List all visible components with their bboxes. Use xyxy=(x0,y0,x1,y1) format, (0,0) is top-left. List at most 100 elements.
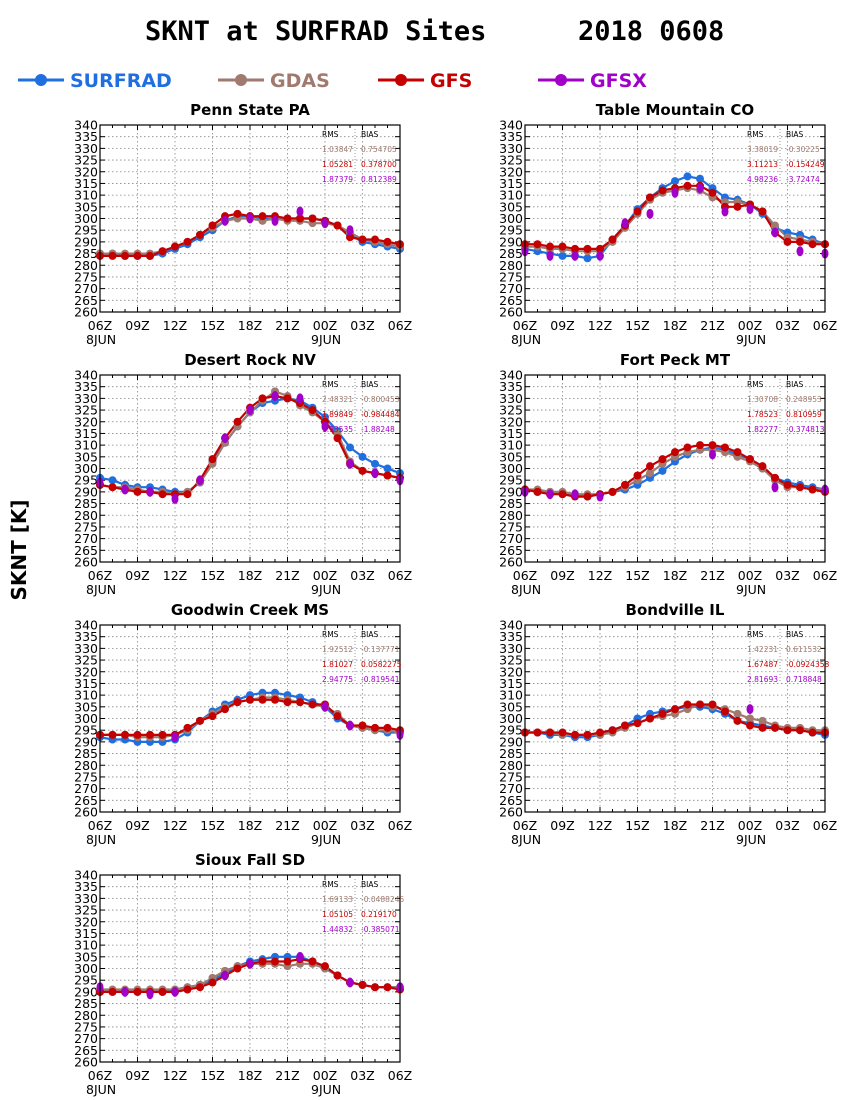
x-tick-label: 18Z xyxy=(238,568,262,583)
data-point-gfs xyxy=(333,221,342,230)
y-tick-label: 290 xyxy=(499,734,523,749)
panel-bondville-il: Bondville IL2602652702752802852902953003… xyxy=(499,601,837,847)
y-tick-label: 285 xyxy=(74,246,98,261)
data-point-gfs xyxy=(171,242,179,251)
data-point-gfs xyxy=(796,483,804,492)
y-tick-label: 285 xyxy=(74,746,98,761)
stats-bias-gfsx: 0.812389 xyxy=(361,175,397,184)
x-tick-label: 00Z xyxy=(738,318,762,333)
data-point-gfs xyxy=(596,728,604,737)
stats-bias-gdas: 0.248953 xyxy=(786,395,822,404)
panel-fort-peck-mt: Fort Peck MT2602652702752802852902953003… xyxy=(499,351,837,597)
stats-rms-gfs: 1.89849 xyxy=(322,410,353,419)
data-point-gfsx xyxy=(346,458,354,469)
data-point-gdas xyxy=(646,469,654,478)
stats-bias-gfsx: -0.374813 xyxy=(786,425,825,434)
data-point-gfs xyxy=(158,490,167,499)
x-tick-label: 18Z xyxy=(238,1068,262,1083)
y-tick-label: 275 xyxy=(74,519,98,534)
stats-bias-gfs: 0.810959 xyxy=(786,410,822,419)
date-label: 8JUN xyxy=(86,1082,116,1097)
data-point-gfs xyxy=(796,726,804,735)
x-tick-label: 21Z xyxy=(700,568,724,583)
x-tick-label: 18Z xyxy=(663,818,687,833)
data-point-gfs xyxy=(796,237,804,246)
x-tick-label: 09Z xyxy=(550,568,574,583)
y-tick-label: 315 xyxy=(74,676,98,691)
plot-frame xyxy=(524,374,826,563)
x-tick-label: 15Z xyxy=(200,318,224,333)
date-label: 9JUN xyxy=(311,1082,341,1097)
data-point-gfs xyxy=(233,964,242,973)
y-tick-label: 300 xyxy=(74,211,98,226)
data-point-gfs xyxy=(358,466,367,475)
data-point-gfs xyxy=(771,473,779,482)
y-tick-label: 315 xyxy=(74,926,98,941)
date-label: 8JUN xyxy=(86,582,116,597)
y-tick-label: 280 xyxy=(499,758,523,773)
x-tick-label: 03Z xyxy=(350,1068,374,1083)
plot-frame xyxy=(99,624,401,813)
y-tick-label: 305 xyxy=(74,949,98,964)
x-tick-label: 03Z xyxy=(775,568,799,583)
x-tick-label: 09Z xyxy=(550,818,574,833)
data-point-gfsx xyxy=(196,475,204,486)
data-point-gfs xyxy=(358,721,367,730)
data-point-gfs xyxy=(633,207,642,216)
data-point-gfs xyxy=(258,695,267,704)
data-point-gfs xyxy=(121,251,129,260)
y-tick-label: 295 xyxy=(74,723,98,738)
panel-title: Penn State PA xyxy=(190,101,310,119)
data-point-gfs xyxy=(746,721,754,730)
data-point-gfs xyxy=(696,700,704,709)
data-point-gfs xyxy=(733,448,742,457)
y-tick-label: 320 xyxy=(74,414,98,429)
panel-title: Goodwin Creek MS xyxy=(171,601,329,619)
y-tick-label: 275 xyxy=(74,769,98,784)
stats-header-rms: RMS xyxy=(747,380,764,389)
y-tick-label: 270 xyxy=(74,281,98,296)
stats-bias-gfs: -0.0924358 xyxy=(786,660,829,669)
x-tick-label: 06Z xyxy=(513,318,537,333)
y-tick-label: 295 xyxy=(499,473,523,488)
y-tick-label: 265 xyxy=(499,793,523,808)
stats-rms-gfs: 3.11213 xyxy=(747,160,778,169)
y-tick-label: 265 xyxy=(74,793,98,808)
stats-rms-gfsx: 1.82277 xyxy=(747,425,778,434)
x-tick-label: 09Z xyxy=(125,818,149,833)
plot-frame xyxy=(99,124,401,313)
y-tick-label: 285 xyxy=(74,496,98,511)
data-point-gfs xyxy=(383,471,392,480)
x-tick-label: 12Z xyxy=(163,818,187,833)
data-point-gfs xyxy=(621,721,629,730)
data-point-gfs xyxy=(546,242,554,251)
y-tick-label: 330 xyxy=(74,891,98,906)
y-tick-label: 325 xyxy=(74,653,98,668)
data-point-gfs xyxy=(358,235,367,244)
y-tick-label: 310 xyxy=(499,688,523,703)
data-point-gfsx xyxy=(771,482,779,493)
panel-desert-rock-nv: Desert Rock NV26026527027528028529029530… xyxy=(74,351,412,597)
y-tick-label: 320 xyxy=(74,664,98,679)
y-tick-label: 305 xyxy=(499,449,523,464)
stats-header-bias: BIAS xyxy=(786,630,803,639)
legend-marker-gdas xyxy=(235,74,247,86)
data-point-gfs xyxy=(271,695,279,704)
data-point-gfs xyxy=(108,251,117,260)
data-point-gfs xyxy=(208,712,217,721)
x-tick-label: 09Z xyxy=(125,318,149,333)
data-point-gdas xyxy=(746,714,754,723)
data-point-gfs xyxy=(283,957,292,966)
data-point-gfsx xyxy=(696,183,704,194)
data-point-gfs xyxy=(658,186,667,195)
y-tick-label: 340 xyxy=(499,118,523,133)
data-point-gfs xyxy=(683,443,692,452)
data-point-surfrad xyxy=(346,443,354,452)
data-point-gfs xyxy=(183,237,192,246)
data-point-gfs xyxy=(596,244,604,253)
x-tick-label: 03Z xyxy=(350,318,374,333)
date-label: 9JUN xyxy=(736,332,766,347)
date-label: 8JUN xyxy=(86,832,116,847)
y-tick-label: 285 xyxy=(499,496,523,511)
data-point-gfs xyxy=(671,448,679,457)
